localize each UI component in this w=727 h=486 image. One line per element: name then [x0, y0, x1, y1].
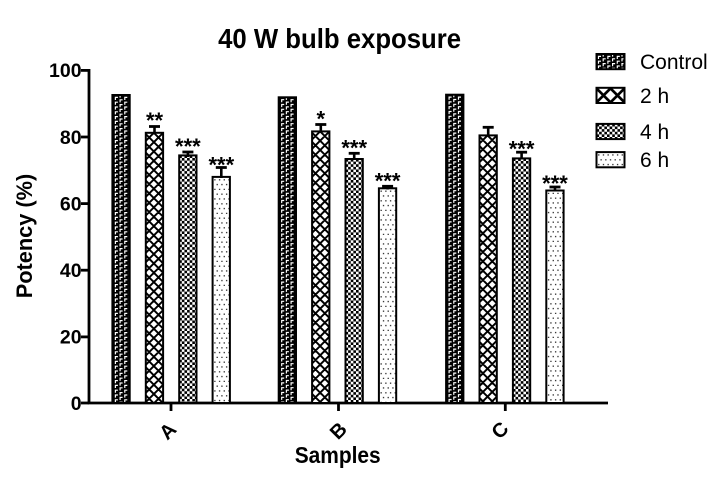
svg-text:**: **: [146, 108, 164, 133]
svg-text:Samples: Samples: [295, 442, 381, 468]
svg-text:2 h: 2 h: [640, 85, 669, 108]
svg-text:0: 0: [71, 393, 82, 415]
svg-text:***: ***: [542, 171, 568, 196]
svg-text:6 h: 6 h: [640, 149, 669, 172]
svg-text:***: ***: [375, 169, 401, 194]
svg-text:4 h: 4 h: [640, 121, 669, 144]
svg-text:***: ***: [341, 135, 367, 160]
svg-text:80: 80: [60, 127, 82, 149]
svg-text:***: ***: [208, 153, 234, 178]
svg-text:60: 60: [60, 193, 82, 215]
svg-text:Control: Control: [640, 51, 708, 74]
svg-text:***: ***: [175, 134, 201, 159]
svg-text:*: *: [317, 106, 326, 131]
svg-text:40 W bulb exposure: 40 W bulb exposure: [218, 23, 461, 54]
svg-text:20: 20: [60, 327, 82, 349]
svg-text:100: 100: [49, 60, 82, 82]
svg-text:40: 40: [60, 260, 82, 282]
svg-text:Potency (%): Potency (%): [12, 174, 37, 299]
svg-text:***: ***: [509, 136, 535, 161]
